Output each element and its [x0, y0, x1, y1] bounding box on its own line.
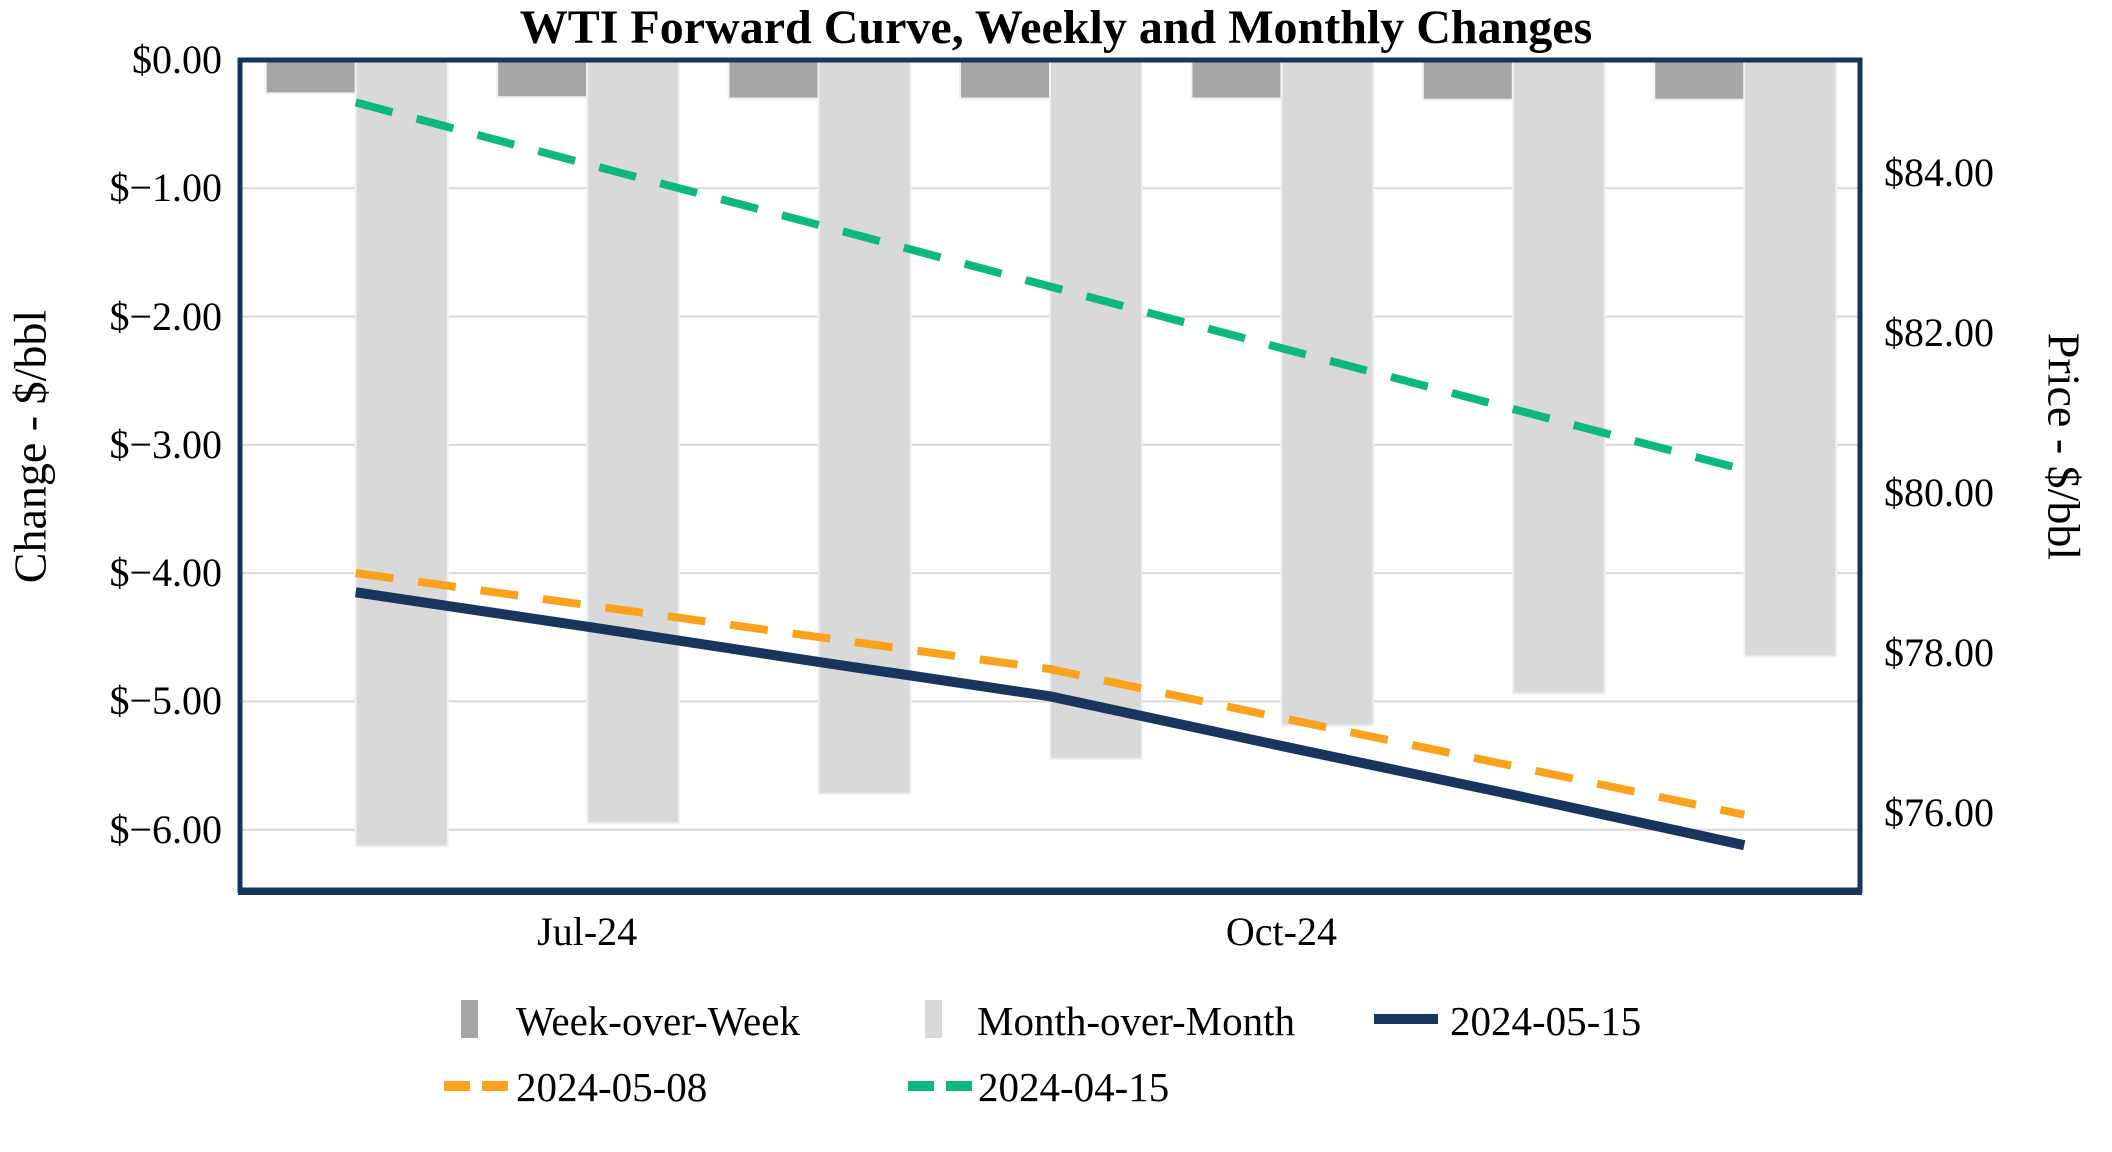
bar-week-over-week: [1190, 59, 1283, 100]
bar-month-over-month: [1743, 59, 1838, 658]
bar-month-over-month: [1049, 59, 1143, 761]
line-2024-05-15: [354, 587, 1746, 851]
line-2024-05-08: [355, 569, 1746, 819]
x-axis-tick-label: Jul-24: [537, 909, 638, 954]
bar-month-over-month: [1511, 59, 1606, 695]
left-axis-tick-label: $−3.00: [109, 421, 222, 467]
bar-week-over-week: [1653, 59, 1746, 101]
right-axis-tick-label: $78.00: [1884, 630, 1994, 676]
bar-month-over-month: [1280, 59, 1375, 727]
line-2024-04-15: [354, 98, 1746, 474]
bar-month-over-month: [354, 59, 449, 848]
right-axis-tick-label: $76.00: [1884, 790, 1994, 836]
bar-week-over-week: [1421, 59, 1514, 101]
bar-week-over-week: [264, 59, 357, 95]
right-axis-tick-label: $84.00: [1884, 149, 1994, 195]
bar-week-over-week: [727, 59, 820, 100]
left-axis-tick-label: $−2.00: [109, 293, 222, 339]
x-axis-tick-label: Oct-24: [1225, 909, 1337, 954]
left-axis-tick-label: $−4.00: [109, 550, 222, 596]
bar-week-over-week: [496, 59, 589, 99]
chart-title: WTI Forward Curve, Weekly and Monthly Ch…: [519, 1, 1593, 54]
right-axis-title: Price - $/bbl: [2038, 332, 2090, 561]
bar-week-over-week: [959, 59, 1051, 100]
right-axis-tick-label: $82.00: [1884, 309, 1994, 355]
right-axis-tick-label: $80.00: [1884, 470, 1994, 515]
left-axis-tick-label: $−1.00: [109, 165, 222, 211]
left-axis-tick-label: $−6.00: [109, 806, 222, 852]
left-axis-tick-label: $0.00: [132, 37, 222, 82]
bar-month-over-month: [817, 59, 912, 795]
left-axis-tick-label: $−5.00: [109, 678, 222, 724]
